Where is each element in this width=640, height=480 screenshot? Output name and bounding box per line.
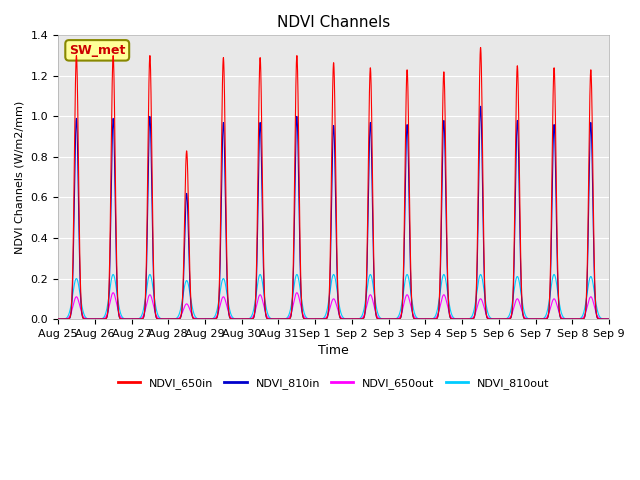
Legend: NDVI_650in, NDVI_810in, NDVI_650out, NDVI_810out: NDVI_650in, NDVI_810in, NDVI_650out, NDV… (113, 373, 554, 393)
NDVI_650in (410, 315, 417, 321)
NDVI_810out (410, 307, 417, 313)
Line: NDVI_810in: NDVI_810in (58, 106, 609, 319)
NDVI_810out (260, 294, 268, 300)
Line: NDVI_810out: NDVI_810out (58, 275, 609, 319)
NDVI_650out (605, 316, 613, 322)
NDVI_650in (54, 316, 62, 322)
NDVI_810out (109, 272, 117, 277)
NDVI_650in (260, 287, 268, 292)
Line: NDVI_650out: NDVI_650out (58, 293, 609, 319)
NDVI_650out (410, 313, 417, 319)
X-axis label: Time: Time (318, 344, 349, 357)
NDVI_810out (54, 316, 62, 322)
NDVI_810out (488, 316, 496, 322)
NDVI_650in (172, 316, 180, 322)
NDVI_650out (54, 316, 62, 322)
NDVI_650in (488, 316, 496, 322)
NDVI_650out (172, 316, 180, 322)
NDVI_650out (109, 290, 117, 296)
NDVI_650out (166, 316, 174, 322)
NDVI_650in (166, 316, 174, 322)
NDVI_810in (166, 316, 174, 322)
NDVI_810in (260, 294, 268, 300)
NDVI_650out (604, 316, 611, 322)
Title: NDVI Channels: NDVI Channels (277, 15, 390, 30)
NDVI_650in (605, 316, 613, 322)
Line: NDVI_650in: NDVI_650in (58, 48, 609, 319)
NDVI_810in (604, 316, 611, 322)
NDVI_810in (410, 315, 417, 321)
NDVI_810out (166, 316, 174, 322)
NDVI_810in (488, 316, 496, 322)
NDVI_810out (172, 316, 180, 322)
NDVI_810in (477, 103, 484, 109)
NDVI_810in (605, 316, 613, 322)
NDVI_650out (260, 306, 268, 312)
NDVI_650in (604, 316, 611, 322)
NDVI_650out (488, 316, 496, 322)
NDVI_650in (477, 45, 484, 50)
NDVI_810out (604, 316, 611, 322)
NDVI_810in (54, 316, 62, 322)
Y-axis label: NDVI Channels (W/m2/mm): NDVI Channels (W/m2/mm) (15, 101, 25, 254)
NDVI_810in (172, 316, 180, 322)
NDVI_810out (605, 316, 613, 322)
Text: SW_met: SW_met (69, 44, 125, 57)
